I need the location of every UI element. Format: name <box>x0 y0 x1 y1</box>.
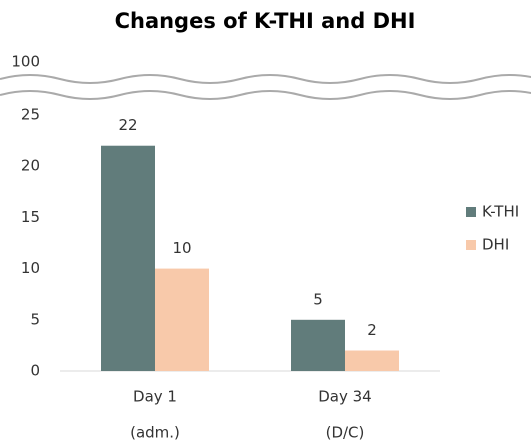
x-tick-label: (D/C) <box>326 424 365 441</box>
value-label: 22 <box>118 116 137 134</box>
legend-label: DHI <box>482 236 509 254</box>
y-tick-label: 20 <box>21 157 40 175</box>
axis-break <box>0 74 531 100</box>
y-tick-label: 15 <box>21 208 40 226</box>
legend-label: K-THI <box>482 203 519 221</box>
y-tick-label: 5 <box>30 310 40 328</box>
x-tick-label: (adm.) <box>130 424 180 441</box>
y-tick-label: 0 <box>30 362 40 380</box>
legend-swatch <box>466 240 476 250</box>
break-wave <box>0 74 531 84</box>
legend-swatch <box>466 207 476 217</box>
bar <box>101 145 155 371</box>
bar <box>345 350 399 371</box>
value-label: 2 <box>367 321 377 339</box>
bar <box>155 268 209 371</box>
chart-title: Changes of K-THI and DHI <box>115 9 416 33</box>
x-tick-label: Day 1 <box>133 388 177 406</box>
value-label: 5 <box>313 290 323 308</box>
y-tick-label: 10 <box>21 259 40 277</box>
bar <box>291 319 345 371</box>
y-tick-label: 25 <box>21 106 40 124</box>
value-label: 10 <box>172 239 191 257</box>
break-wave <box>0 90 531 100</box>
y-tick-label: 100 <box>11 53 40 71</box>
x-tick-label: Day 34 <box>318 388 371 406</box>
